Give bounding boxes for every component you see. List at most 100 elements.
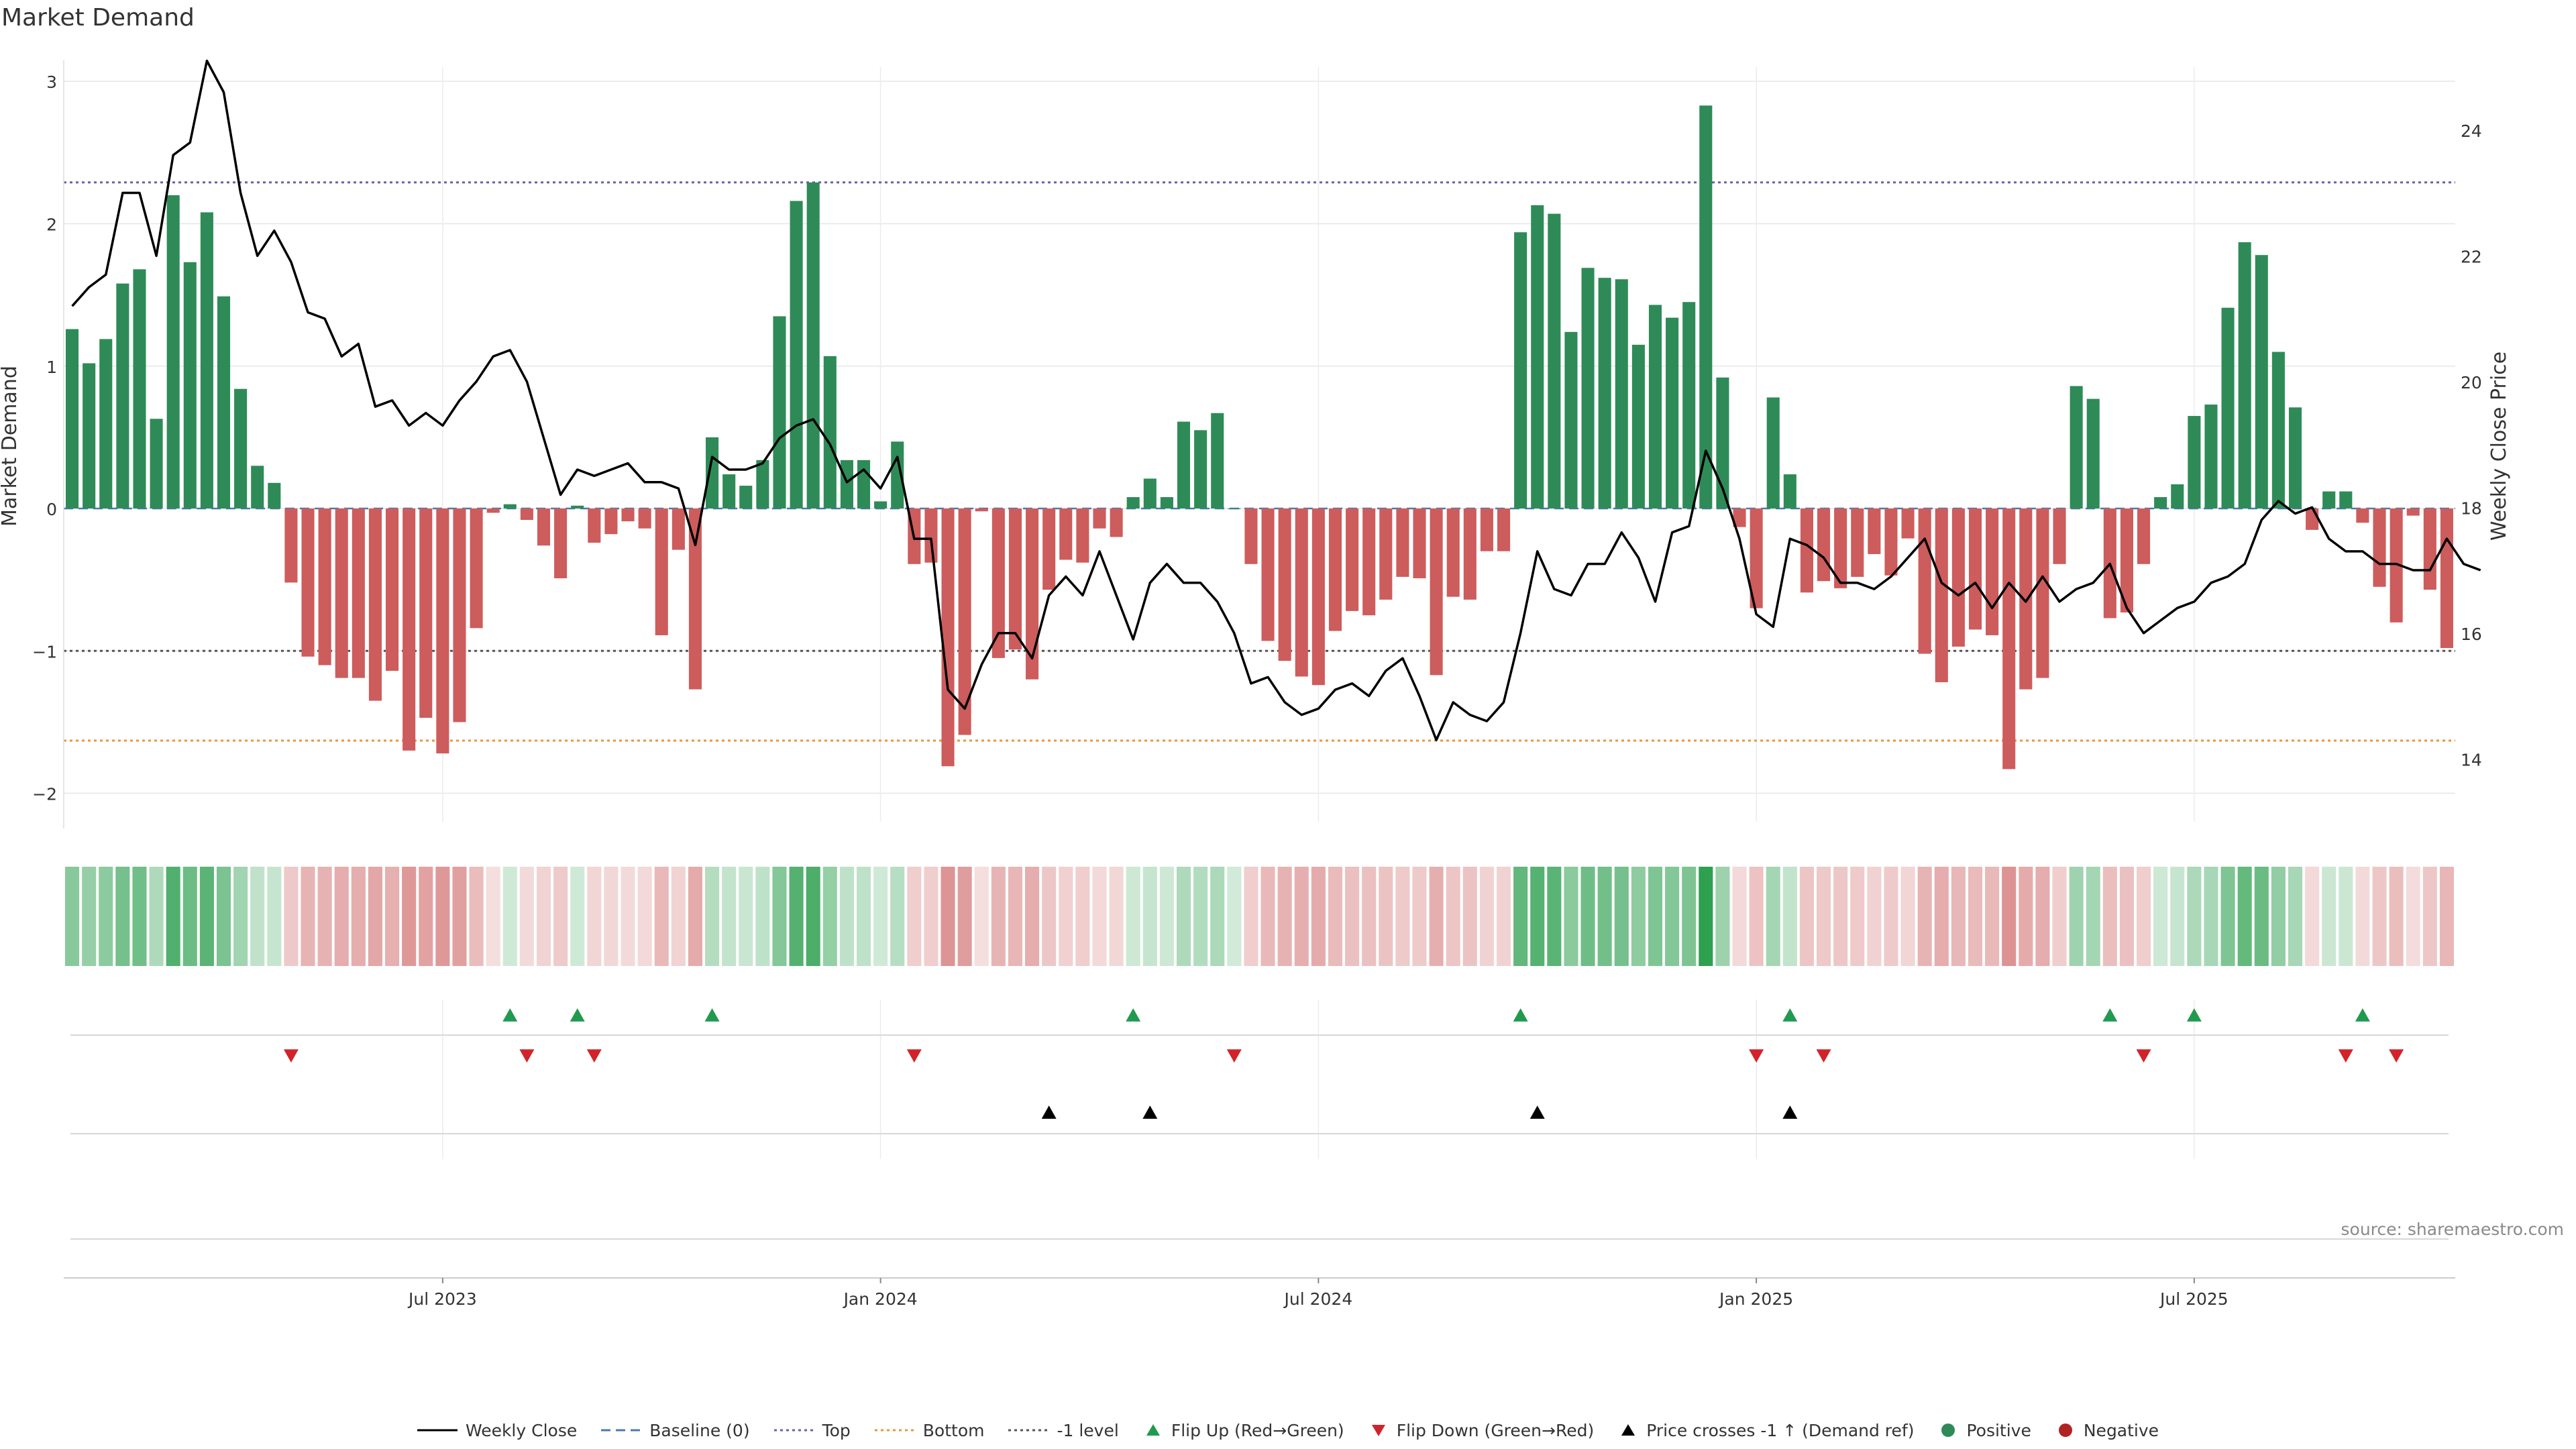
demand-bar xyxy=(503,504,517,509)
heat-cell xyxy=(1513,867,1528,966)
demand-bar xyxy=(386,508,399,671)
heat-cell xyxy=(856,867,871,966)
heat-cell xyxy=(132,867,147,966)
demand-bar xyxy=(335,508,348,678)
legend-item: Weekly Close xyxy=(417,1421,577,1440)
demand-bar xyxy=(2053,508,2066,564)
demand-bar xyxy=(83,363,96,509)
heat-cell xyxy=(2137,867,2151,966)
demand-bar xyxy=(739,486,753,509)
demand-bar xyxy=(975,508,988,512)
demand-bar xyxy=(419,508,433,718)
demand-bar xyxy=(1413,508,1426,579)
heat-cell xyxy=(267,867,282,966)
heat-cell xyxy=(2322,867,2337,966)
flip-up-marker xyxy=(2102,1008,2118,1022)
heat-cell xyxy=(1142,867,1157,966)
flip-up-marker xyxy=(1126,1008,1141,1022)
heat-cell xyxy=(402,867,417,966)
heat-cell xyxy=(1665,867,1680,966)
heat-cell xyxy=(957,867,972,966)
demand-bar xyxy=(991,508,1005,658)
demand-bar xyxy=(1918,508,1931,654)
y-tick-label-right: 20 xyxy=(2461,373,2482,392)
heat-cell xyxy=(1732,867,1747,966)
heat-cell xyxy=(1462,867,1477,966)
legend-label: Positive xyxy=(1966,1420,2031,1440)
demand-bar xyxy=(1497,508,1511,551)
demand-bar xyxy=(790,201,803,509)
heat-cell xyxy=(2052,867,2067,966)
swatch-triangle xyxy=(1146,1424,1160,1436)
y-tick-label-left: −2 xyxy=(32,785,57,804)
swatch-triangle xyxy=(1621,1424,1635,1436)
heat-cell xyxy=(1345,867,1360,966)
flip-up-marker xyxy=(1782,1008,1798,1022)
demand-bar xyxy=(2271,352,2285,509)
demand-bar xyxy=(1817,508,1831,582)
demand-bar xyxy=(1851,508,1864,577)
heat-cell xyxy=(115,867,130,966)
legend-swatch xyxy=(2058,1424,2072,1437)
heat-cell xyxy=(486,867,500,966)
heat-cell xyxy=(1833,867,1848,966)
heat-cell xyxy=(621,867,635,966)
heat-cell xyxy=(2237,867,2252,966)
heat-cell xyxy=(1850,867,1865,966)
flip-down-marker xyxy=(1749,1049,1764,1063)
legend-swatch xyxy=(1941,1424,1955,1437)
heat-cell xyxy=(1749,867,1764,966)
heat-strip xyxy=(65,867,2454,966)
demand-bar xyxy=(2406,508,2420,516)
demand-bar xyxy=(806,182,820,509)
heat-cell xyxy=(368,867,382,966)
flip-down-marker xyxy=(906,1049,922,1063)
heat-cell xyxy=(1210,867,1225,966)
demand-bar xyxy=(2288,407,2302,509)
demand-bar xyxy=(604,508,618,535)
demand-bar xyxy=(1228,508,1241,510)
heat-cell xyxy=(1260,867,1275,966)
legend-swatch xyxy=(1008,1429,1049,1432)
demand-bar xyxy=(1093,508,1106,529)
demand-bar xyxy=(1699,105,1713,509)
heat-cell xyxy=(705,867,720,966)
demand-bar xyxy=(554,508,568,579)
heat-cell xyxy=(2170,867,2185,966)
demand-bar xyxy=(183,262,197,509)
demand-bar xyxy=(1631,344,1645,509)
heat-cell xyxy=(1294,867,1309,966)
demand-bar xyxy=(150,419,163,509)
demand-bar xyxy=(116,283,129,509)
demand-bar xyxy=(1682,302,1696,509)
demand-bar xyxy=(941,508,955,767)
heat-cell xyxy=(1059,867,1073,966)
demand-bar xyxy=(773,316,786,509)
heat-cell xyxy=(1564,867,1578,966)
price-cross-markers xyxy=(70,1106,2449,1240)
price-cross-marker xyxy=(1142,1106,1158,1119)
demand-bar xyxy=(1531,205,1544,509)
demand-bar xyxy=(1379,508,1393,600)
legend-label: Bottom xyxy=(922,1420,985,1440)
heat-cell xyxy=(452,867,467,966)
heat-cell xyxy=(1547,867,1562,966)
demand-bar xyxy=(1463,508,1477,600)
legend-label: Flip Up (Red→Green) xyxy=(1171,1420,1344,1440)
demand-bar xyxy=(1311,508,1325,686)
demand-bar xyxy=(520,508,533,520)
heat-cell xyxy=(1530,867,1545,966)
demand-bar xyxy=(706,437,719,509)
demand-bar xyxy=(1177,421,1191,509)
demand-bar xyxy=(2171,484,2184,509)
heat-cell xyxy=(1429,867,1444,966)
flip-up-marker xyxy=(704,1008,720,1022)
heat-cell xyxy=(216,867,231,966)
demand-bar xyxy=(2070,386,2083,509)
demand-bar xyxy=(2188,416,2201,509)
flip-down-marker xyxy=(2389,1049,2404,1063)
heat-cell xyxy=(1648,867,1663,966)
heat-cell xyxy=(1614,867,1629,966)
heat-cell xyxy=(385,867,400,966)
demand-bar xyxy=(133,269,146,509)
